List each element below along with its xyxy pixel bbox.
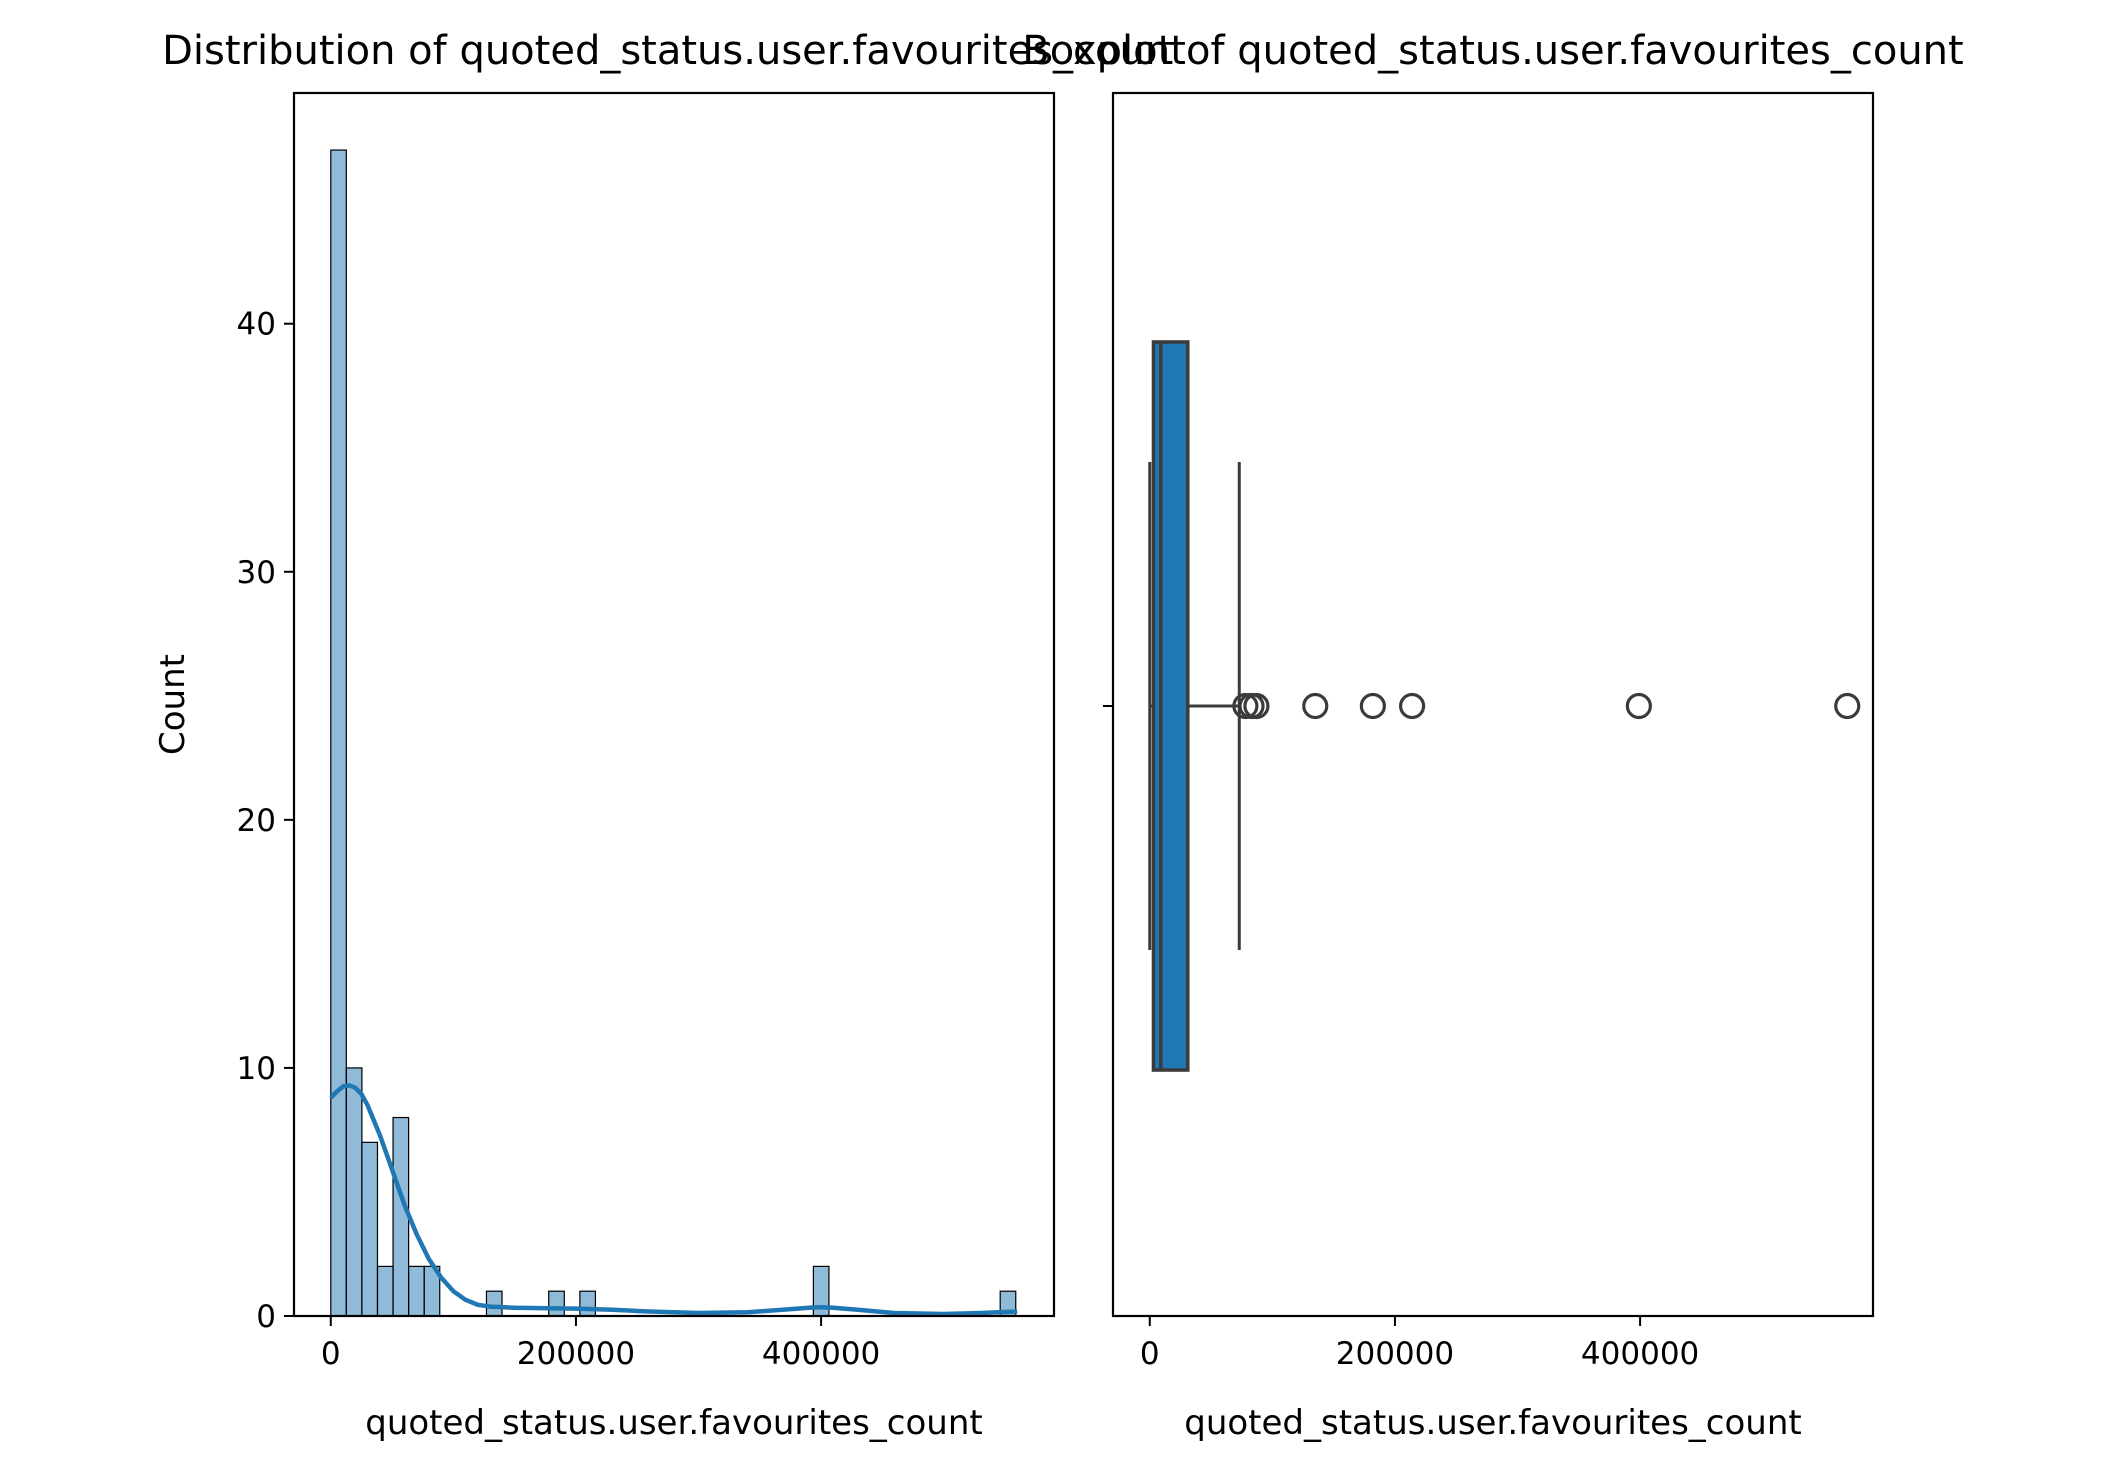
histogram-x-axis-label: quoted_status.user.favourites_count [365, 1403, 982, 1443]
boxplot-outlier-point [1834, 692, 1861, 720]
histogram-y-ticks: 0 10 20 30 40 [237, 307, 294, 1335]
histogram-bar [376, 1265, 394, 1317]
histogram-y-tick-label: 30 [237, 555, 276, 591]
boxplot-x-tick-label: 400000 [1581, 1336, 1699, 1372]
histogram-x-tick-label: 400000 [762, 1336, 880, 1372]
kde-line [329, 1082, 1018, 1317]
boxplot-x-tick-label: 200000 [1336, 1336, 1454, 1372]
histogram-bar [330, 149, 347, 1317]
boxplot-x-axis-label: quoted_status.user.favourites_count [1184, 1403, 1801, 1443]
histogram-bar [579, 1290, 597, 1317]
boxplot-panel: 0 200000 400000 Boxplot of quoted_status.u… [1022, 28, 1963, 1443]
histogram-x-tick-label: 0 [321, 1336, 341, 1372]
boxplot-outlier-point [1302, 692, 1329, 720]
histogram-bar [408, 1265, 425, 1317]
histogram-bar [392, 1116, 410, 1317]
histogram-y-tick-label: 10 [237, 1051, 276, 1087]
boxplot-outlier-point [1625, 692, 1652, 720]
boxplot-outlier-point [1243, 692, 1270, 720]
histogram-x-ticks: 0 200000 400000 [321, 1316, 880, 1372]
histogram-title: Distribution of quoted_status.user.favou… [162, 28, 1186, 74]
histogram-x-tick-label: 200000 [517, 1336, 635, 1372]
boxplot-box [1151, 340, 1190, 1072]
boxplot-outlier-point [1359, 692, 1386, 720]
histogram-panel: 0 200000 400000 0 10 20 30 40 Distribution of … [153, 28, 1186, 1443]
histogram-y-axis-label: Count [153, 654, 193, 755]
boxplot-outlier-point [1398, 692, 1426, 720]
histogram-bar [485, 1290, 503, 1317]
histogram-y-tick-label: 0 [256, 1299, 276, 1335]
histogram-y-tick-label: 20 [237, 803, 276, 839]
boxplot-plot-frame [1111, 91, 1875, 1318]
boxplot-title: Boxplot of quoted_status.user.favourites… [1022, 28, 1963, 74]
boxplot-x-ticks: 0 200000 400000 [1140, 1316, 1699, 1372]
histogram-bar [345, 1067, 363, 1317]
histogram-plot-frame [292, 91, 1056, 1318]
histogram-y-tick-label: 40 [237, 307, 276, 343]
boxplot-x-tick-label: 0 [1140, 1336, 1160, 1372]
histogram-bars [330, 149, 1017, 1317]
boxplot-shapes [1103, 340, 1861, 1072]
histogram-bar [548, 1290, 565, 1317]
histogram-bar [361, 1141, 379, 1317]
